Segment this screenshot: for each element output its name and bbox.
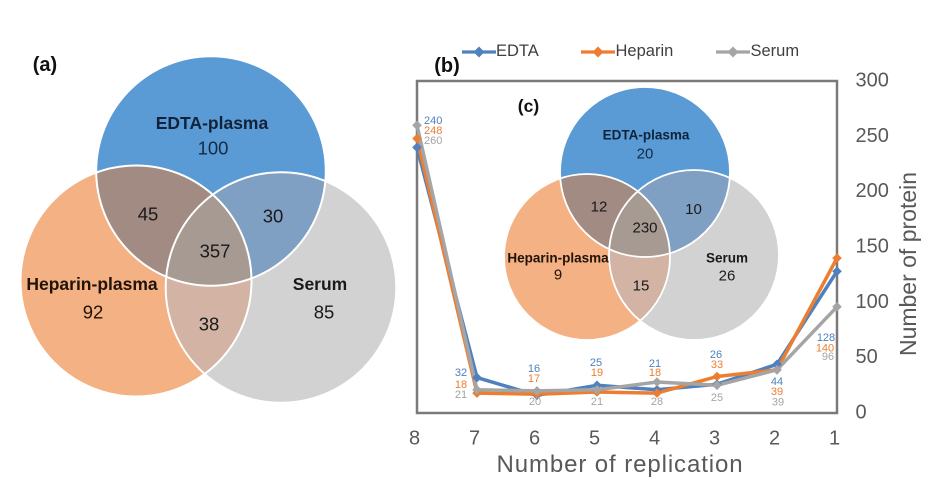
svg-text:10: 10 xyxy=(685,201,702,218)
svg-text:260: 260 xyxy=(424,135,442,147)
svg-text:1: 1 xyxy=(829,428,840,450)
svg-text:5: 5 xyxy=(589,428,600,450)
svg-text:28: 28 xyxy=(651,396,663,408)
svg-text:12: 12 xyxy=(591,199,608,216)
svg-text:Heparin-plasma: Heparin-plasma xyxy=(507,251,609,266)
svg-text:15: 15 xyxy=(633,278,650,295)
svg-text:Serum: Serum xyxy=(706,251,748,266)
svg-text:8: 8 xyxy=(409,428,420,450)
svg-text:7: 7 xyxy=(469,428,480,450)
svg-text:Number of replication: Number of replication xyxy=(496,451,743,478)
svg-text:9: 9 xyxy=(554,267,562,284)
svg-text:39: 39 xyxy=(771,386,783,398)
svg-text:240: 240 xyxy=(424,115,442,127)
svg-text:21: 21 xyxy=(455,389,467,401)
svg-text:EDTA-plasma: EDTA-plasma xyxy=(603,128,690,143)
svg-text:39: 39 xyxy=(772,397,784,409)
svg-text:(b): (b) xyxy=(434,55,460,77)
svg-text:44: 44 xyxy=(771,376,783,388)
svg-text:21: 21 xyxy=(591,396,603,408)
svg-text:18: 18 xyxy=(455,379,467,391)
svg-text:25: 25 xyxy=(590,357,602,369)
svg-text:20: 20 xyxy=(529,396,541,408)
svg-text:248: 248 xyxy=(424,125,442,137)
svg-text:17: 17 xyxy=(528,373,540,385)
svg-text:(a): (a) xyxy=(33,54,57,76)
svg-text:50: 50 xyxy=(856,346,878,368)
svg-text:2: 2 xyxy=(769,428,780,450)
svg-text:100: 100 xyxy=(856,291,889,313)
svg-text:30: 30 xyxy=(263,206,284,227)
svg-text:Heparin-plasma: Heparin-plasma xyxy=(26,274,158,294)
svg-text:16: 16 xyxy=(528,363,540,375)
svg-text:Heparin: Heparin xyxy=(616,42,674,60)
svg-text:300: 300 xyxy=(856,69,889,91)
svg-text:230: 230 xyxy=(632,220,657,237)
svg-text:200: 200 xyxy=(856,180,889,202)
svg-text:4: 4 xyxy=(649,428,660,450)
svg-text:Serum: Serum xyxy=(293,274,347,294)
svg-text:6: 6 xyxy=(529,428,540,450)
svg-text:96: 96 xyxy=(822,351,834,363)
svg-text:32: 32 xyxy=(455,367,467,379)
svg-text:45: 45 xyxy=(138,204,159,225)
svg-text:357: 357 xyxy=(200,241,231,262)
svg-text:Serum: Serum xyxy=(751,42,800,60)
svg-text:150: 150 xyxy=(856,235,889,257)
svg-text:18: 18 xyxy=(649,367,661,379)
svg-text:Number of protein: Number of protein xyxy=(895,172,921,356)
svg-text:250: 250 xyxy=(856,125,889,147)
svg-text:100: 100 xyxy=(198,138,229,159)
svg-text:140: 140 xyxy=(816,343,834,355)
svg-text:128: 128 xyxy=(817,332,835,344)
svg-text:3: 3 xyxy=(709,428,720,450)
svg-text:38: 38 xyxy=(199,314,220,335)
svg-text:EDTA: EDTA xyxy=(496,42,539,60)
svg-text:21: 21 xyxy=(649,358,661,370)
svg-text:25: 25 xyxy=(711,392,723,404)
svg-text:EDTA-plasma: EDTA-plasma xyxy=(156,113,269,133)
svg-text:26: 26 xyxy=(710,349,722,361)
svg-text:(c): (c) xyxy=(518,96,539,116)
svg-text:85: 85 xyxy=(314,302,335,323)
svg-text:20: 20 xyxy=(637,146,654,163)
svg-text:26: 26 xyxy=(719,268,736,285)
svg-text:33: 33 xyxy=(711,359,723,371)
svg-text:0: 0 xyxy=(856,402,867,424)
svg-text:19: 19 xyxy=(591,367,603,379)
svg-text:92: 92 xyxy=(83,302,104,323)
